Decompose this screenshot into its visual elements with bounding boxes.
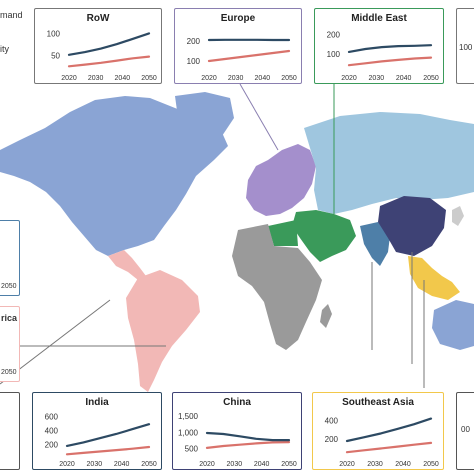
chart-svg-row: 50 100 2020 2030 2040 2050 — [47, 29, 157, 82]
chart-panel-india: India 200 400 600 2020 2030 2040 2050 — [32, 392, 162, 470]
series-line-capacity — [67, 55, 151, 68]
y-tick-label: 50 — [51, 52, 60, 61]
series-line-capacity — [207, 49, 291, 63]
panel-title-middle-east: Middle East — [351, 13, 407, 24]
x-tick-label: 2030 — [227, 461, 243, 468]
series-line-capacity — [205, 441, 291, 449]
region-southeast-asia — [408, 256, 460, 300]
panel-title-europe: Europe — [220, 13, 256, 24]
x-tick-label: 2020 — [341, 75, 357, 82]
y-tick-label: 100 — [47, 29, 61, 38]
partial-panel-right-bottom: 00 — [456, 392, 474, 470]
x-tick-label: 2020 — [61, 75, 77, 82]
y-tick-label: 200 — [187, 37, 201, 46]
series-line-capacity — [347, 56, 433, 67]
partial-tick-left: 2050 — [1, 283, 17, 290]
region-australia — [432, 300, 474, 350]
series-line-demand — [345, 417, 433, 443]
chart-panel-southeast-asia: Southeast Asia 200 400 2020 2030 2040 2050 — [312, 392, 444, 470]
partial-panel-far-right: 100 — [456, 8, 474, 84]
chart-panel-middle-east: Middle East 100 200 2020 2030 2040 2050 — [314, 8, 444, 84]
y-tick-label: 600 — [45, 413, 59, 422]
chart-panel-china: China 500 1,000 1,500 2020 2030 2040 2050 — [172, 392, 302, 470]
region-china — [378, 196, 446, 256]
region-greenland — [175, 92, 234, 144]
y-tick-label: 200 — [45, 441, 59, 450]
x-tick-label: 2040 — [114, 461, 130, 468]
x-tick-label: 2020 — [59, 461, 75, 468]
x-tick-label: 2040 — [115, 75, 131, 82]
x-tick-label: 2050 — [141, 461, 157, 468]
partial-panel-left-bottom — [0, 392, 20, 470]
region-central-america — [108, 250, 146, 280]
series-line-demand — [205, 431, 291, 442]
region-europe — [246, 144, 316, 216]
chart-svg-middle-east: 100 200 2020 2030 2040 2050 — [327, 31, 439, 82]
legend-text-fragment-2: ity — [0, 44, 9, 54]
panel-title-china: China — [223, 397, 251, 408]
series-line-demand — [67, 32, 151, 56]
region-south-america — [126, 270, 200, 392]
x-tick-label: 2030 — [369, 75, 385, 82]
chart-svg-india: 200 400 600 2020 2030 2040 2050 — [45, 413, 157, 469]
chart-svg-china: 500 1,000 1,500 2020 2030 2040 2050 — [178, 412, 297, 468]
x-tick-label: 2050 — [281, 461, 297, 468]
x-tick-label: 2040 — [255, 75, 271, 82]
x-tick-label: 2020 — [339, 461, 355, 468]
panel-title-southeast-asia: Southeast Asia — [342, 397, 414, 408]
partial-panel-left-latin: rica 2050 — [0, 306, 20, 382]
region-russia — [304, 112, 474, 214]
x-tick-label: 2030 — [87, 461, 103, 468]
leader-line-europe — [239, 83, 279, 151]
x-tick-label: 2040 — [254, 461, 270, 468]
y-tick-label: 1,000 — [178, 428, 199, 437]
region-japan — [452, 206, 464, 226]
region-north-america — [0, 96, 228, 256]
y-tick-label: 1,500 — [178, 412, 199, 421]
region-north-africa — [268, 220, 298, 246]
region-madagascar — [320, 304, 332, 328]
series-line-demand — [65, 423, 151, 447]
region-india — [360, 222, 390, 266]
panel-title-india: India — [85, 397, 109, 408]
y-tick-label: 400 — [325, 416, 339, 425]
partial-title-left: rica — [1, 313, 18, 323]
x-tick-label: 2050 — [423, 75, 439, 82]
legend-text-fragment-1: mand — [0, 10, 23, 20]
x-tick-label: 2030 — [88, 75, 104, 82]
y-tick-label: 200 — [325, 435, 339, 444]
y-tick-label: 100 — [187, 57, 201, 66]
partial-tick-left-2: 2050 — [1, 369, 17, 376]
region-middle-east — [292, 210, 356, 262]
chart-panel-europe: Europe 100 200 2020 2030 2040 2050 — [174, 8, 302, 84]
chart-svg-europe: 100 200 2020 2030 2040 2050 — [187, 37, 297, 82]
y-tick-label: 400 — [45, 427, 59, 436]
y-tick-label: 200 — [327, 31, 341, 40]
x-tick-label: 2030 — [228, 75, 244, 82]
partial-tick-far-right: 100 — [459, 43, 473, 52]
panel-title-row: RoW — [86, 13, 110, 24]
x-tick-label: 2040 — [396, 75, 412, 82]
x-tick-label: 2020 — [199, 461, 215, 468]
series-line-capacity — [345, 441, 433, 454]
series-line-capacity — [65, 445, 151, 456]
y-tick-label: 100 — [327, 50, 341, 59]
x-tick-label: 2030 — [367, 461, 383, 468]
x-tick-label: 2050 — [281, 75, 297, 82]
series-line-demand — [347, 44, 433, 53]
x-tick-label: 2040 — [395, 461, 411, 468]
x-tick-label: 2020 — [201, 75, 217, 82]
y-tick-label: 500 — [185, 445, 199, 454]
x-tick-label: 2050 — [141, 75, 157, 82]
region-africa — [232, 224, 322, 350]
x-tick-label: 2050 — [423, 461, 439, 468]
chart-panel-row: RoW 50 100 2020 2030 2040 2050 — [34, 8, 162, 84]
partial-tick-right-bottom: 00 — [461, 425, 470, 434]
chart-svg-southeast-asia: 200 400 2020 2030 2040 2050 — [325, 416, 439, 468]
partial-panel-left-top: 2050 — [0, 220, 20, 296]
